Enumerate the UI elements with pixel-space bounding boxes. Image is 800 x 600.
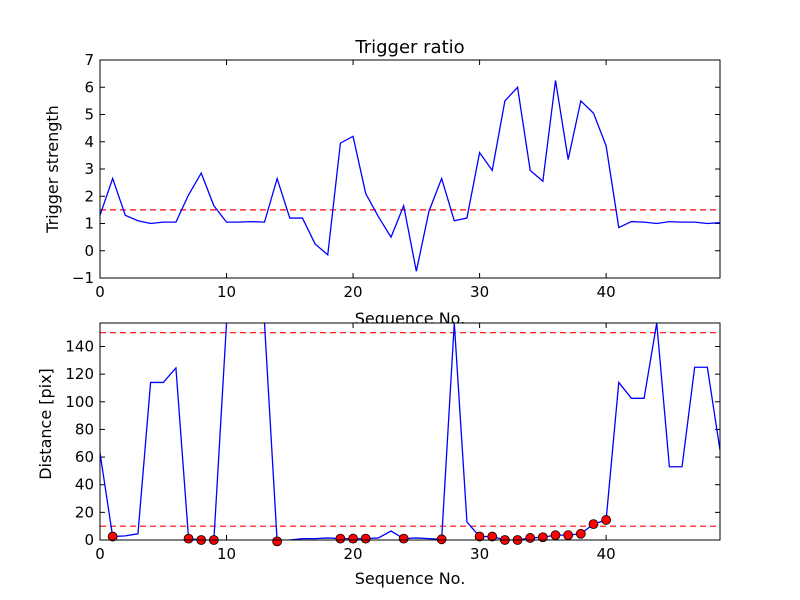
y-tick-label: 0 [84,531,94,549]
plot-frame [99,59,721,279]
series-line [100,323,720,540]
data-point [272,536,283,547]
series-group [100,323,720,540]
chart-title: Trigger ratio [354,37,464,58]
y-tick-label: 140 [65,337,94,355]
y-tick-label: 100 [65,393,94,411]
x-tick-label: 10 [217,283,236,301]
y-tick-label: 60 [75,448,94,466]
x-tick-label: 10 [217,545,236,563]
x-tick-label: 0 [95,283,105,301]
x-tick-label: 20 [344,283,363,301]
y-tick-label: 6 [84,78,94,96]
data-point [360,533,371,544]
y-axis-label: Trigger strength [43,105,62,234]
x-axis-label: Sequence No. [355,569,466,588]
axis-ticks: 0 10 20 30 40 0 20 40 60 80 100 120 140 [65,323,720,563]
data-point [575,528,586,539]
data-point [183,533,194,544]
y-axis-label: Distance [pix] [36,368,55,480]
x-tick-label: 20 [344,545,363,563]
data-point [601,515,612,525]
y-tick-label: 4 [84,133,94,151]
y-tick-label: 20 [75,503,94,521]
y-tick-label: 0 [84,242,94,260]
plot-background [100,323,720,540]
data-point [588,519,599,530]
x-tick-label: 40 [597,545,616,563]
distance-chart: 0 10 20 30 40 0 20 40 60 80 100 120 140 Sequence No.… [36,322,721,588]
data-point [487,531,498,542]
y-tick-label: 2 [84,187,94,205]
data-point [550,530,561,541]
x-tick-label: 30 [470,545,489,563]
y-tick-label: 3 [84,160,94,178]
data-point [563,530,574,541]
data-point [348,533,358,544]
data-point [398,533,409,544]
plot-frame [99,322,721,541]
y-tick-label: 120 [65,365,94,383]
y-tick-label: 1 [84,215,94,233]
y-tick-label: 80 [75,420,94,438]
series-group [100,80,720,272]
series-line [100,80,720,272]
x-tick-label: 0 [95,545,105,563]
data-point [537,532,548,543]
data-point [335,533,346,544]
x-tick-label: 40 [597,283,616,301]
y-tick-label: −1 [72,269,94,287]
threshold-lines [100,332,720,527]
y-tick-label: 5 [84,106,94,124]
x-tick-label: 30 [470,283,489,301]
y-tick-label: 7 [84,51,94,69]
y-tick-label: 40 [75,476,94,494]
data-point [107,531,118,542]
data-point [525,533,536,543]
data-point [474,531,485,542]
data-point [436,534,447,545]
